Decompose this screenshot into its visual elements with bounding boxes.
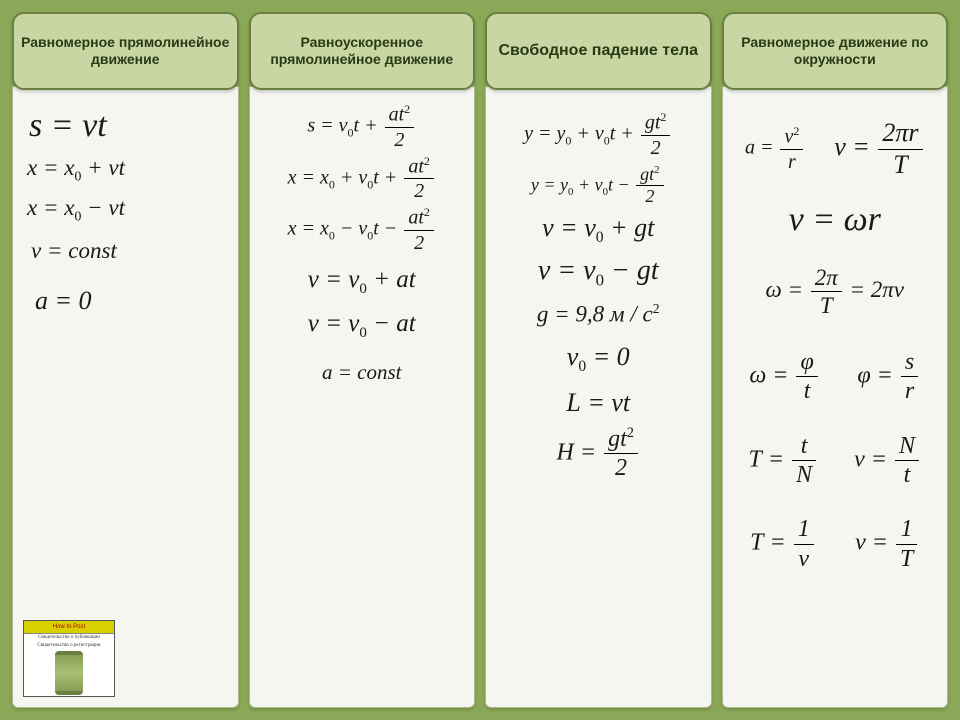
formula: a = const <box>258 360 467 385</box>
formula: v = 2πrT <box>834 119 924 179</box>
column-uniformly-accelerated: Равноускоренное прямолинейное движение s… <box>249 12 476 708</box>
formula: φ = sr <box>857 349 920 405</box>
formula: g = 9,8 м / c2 <box>494 301 703 328</box>
formula-reference-grid: Равномерное прямолинейное движение s = v… <box>0 0 960 720</box>
formula: x = x0 + v0t + at22 <box>258 155 467 203</box>
slide-thumbnail: How to Post Свидетельство о публикации С… <box>23 620 115 697</box>
formula-row: a = v2r v = 2πrT <box>731 115 940 183</box>
formula: T = 1ν <box>750 516 816 572</box>
formula: H = gt22 <box>494 426 703 482</box>
header-circular-motion: Равномерное движение по окружности <box>722 12 949 90</box>
formula: T = tN <box>749 433 819 489</box>
formula: s = v0t + at22 <box>258 103 467 151</box>
formula: a = 0 <box>21 286 230 316</box>
formula-row: T = tN ν = Nt <box>731 429 940 493</box>
formula: a = v2r <box>745 125 805 173</box>
formula: L = vt <box>494 388 703 418</box>
body-uniformly-accelerated: s = v0t + at22 x = x0 + v0t + at22 x = x… <box>249 86 476 708</box>
formula: ω = φt <box>749 349 819 405</box>
column-free-fall: Свободное падение тела y = y0 + v0t + gt… <box>485 12 712 708</box>
thumbnail-text: Свидетельство о публикации <box>24 634 114 642</box>
formula: y = y0 + v0t − gt22 <box>494 165 703 208</box>
formula: v0 = 0 <box>494 342 703 376</box>
header-free-fall: Свободное падение тела <box>485 12 712 90</box>
formula-row: T = 1ν ν = 1T <box>731 512 940 576</box>
formula: ν = 1T <box>855 516 919 572</box>
formula: v = v0 − gt <box>494 255 703 291</box>
trash-can-icon <box>55 651 83 695</box>
body-uniform-linear: s = vt x = x0 + vt x = x0 − vt v = const… <box>12 86 239 708</box>
formula: v = v0 + at <box>258 266 467 298</box>
column-uniform-linear: Равномерное прямолинейное движение s = v… <box>12 12 239 708</box>
column-circular-motion: Равномерное движение по окружности a = v… <box>722 12 949 708</box>
header-uniform-linear: Равномерное прямолинейное движение <box>12 12 239 90</box>
body-circular-motion: a = v2r v = 2πrT v = ωr ω = 2πT = 2πν ω … <box>722 86 949 708</box>
header-uniformly-accelerated: Равноускоренное прямолинейное движение <box>249 12 476 90</box>
formula: x = x0 + vt <box>21 155 230 185</box>
formula: ν = Nt <box>854 433 921 489</box>
formula: ω = 2πT = 2πν <box>731 265 940 319</box>
formula: x = x0 − vt <box>21 195 230 225</box>
body-free-fall: y = y0 + v0t + gt22 y = y0 + v0t − gt22 … <box>485 86 712 708</box>
formula: s = vt <box>21 107 230 145</box>
formula: v = v0 + gt <box>494 213 703 247</box>
formula: v = ωr <box>731 201 940 239</box>
formula: x = x0 − v0t − at22 <box>258 206 467 254</box>
formula-row: ω = φt φ = sr <box>731 345 940 409</box>
thumbnail-title: How to Post <box>24 621 114 634</box>
formula: y = y0 + v0t + gt22 <box>494 111 703 159</box>
formula: v = v0 − at <box>258 310 467 342</box>
formula: v = const <box>21 238 230 264</box>
thumbnail-icon-area <box>24 649 114 696</box>
thumbnail-text: Свидетельство о регистрации <box>24 642 114 650</box>
